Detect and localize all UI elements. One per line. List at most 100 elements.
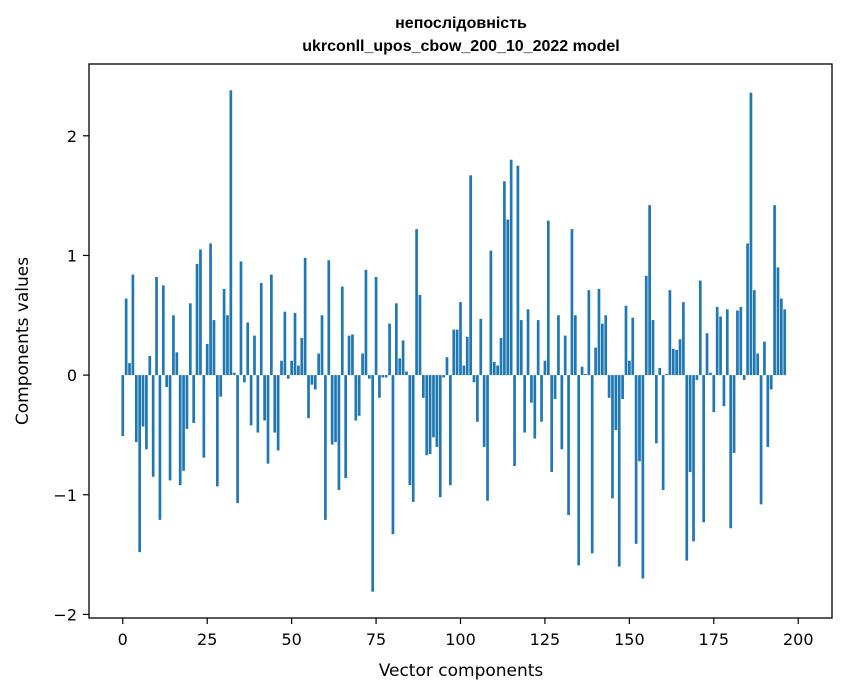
bar [232,372,236,376]
bar [611,375,614,499]
bar [445,357,449,376]
bar [134,375,138,443]
bar [405,371,408,376]
bar [313,375,317,390]
bar [259,282,263,376]
bar [469,175,472,376]
y-tick-label: −2 [53,605,77,624]
bar [327,260,331,376]
bar [519,320,523,376]
bar [553,375,557,400]
bar [293,312,297,376]
bar [526,309,530,376]
bar [205,343,209,376]
chart-subtitle: ukrconll_upos_cbow_200_10_2022 model [302,38,619,55]
bar [746,243,749,376]
bar [175,352,179,376]
bar [658,367,662,376]
bar [648,205,651,376]
bar [715,306,719,376]
bar [307,375,310,419]
bar [492,361,496,376]
bar [587,290,591,376]
bar [530,375,533,403]
bar [638,375,641,462]
bar [763,341,766,376]
x-axis-label: Vector components [379,661,544,681]
bar [138,375,142,553]
bar [199,249,202,376]
bar [732,375,736,453]
chart-title: непослідовність [395,15,527,32]
bar [533,375,537,439]
bar [212,320,216,376]
y-axis-ticks: −2 −1 0 1 2 [53,127,89,624]
bar [422,375,425,398]
bar [462,365,466,376]
bar [773,205,776,376]
bar [330,375,334,445]
bar [178,375,182,486]
bar [722,375,726,407]
bar [411,375,415,502]
bar [124,298,128,376]
bar [337,375,341,490]
bars-group [121,90,787,592]
x-tick-label: 150 [614,630,645,649]
bar [148,355,152,376]
x-tick-label: 200 [783,630,814,649]
bar [742,375,746,380]
bar [523,375,527,433]
bar [584,373,587,376]
bar [489,250,493,376]
bar [577,375,581,566]
bar [543,360,547,376]
bar [381,375,385,378]
bar [215,375,219,487]
bar [590,375,594,554]
bar [317,353,320,376]
bar [550,375,554,473]
bar [428,375,432,455]
bar [783,309,787,376]
bar [655,375,658,444]
bar [347,335,351,376]
bar [165,375,169,388]
y-axis-label: Components values [13,257,33,425]
bar [128,363,131,376]
bar [769,375,773,390]
bar [243,375,246,383]
bar [398,358,402,376]
bar [725,309,729,376]
bar [685,375,689,561]
bar [303,257,307,376]
bar [354,375,358,421]
bar [560,375,564,450]
bar [614,375,618,431]
bar [188,303,192,376]
bar [641,375,645,579]
bar [246,322,250,376]
bar [695,375,699,380]
bar [236,375,239,504]
bar [563,335,567,376]
bar [688,375,692,473]
bar [249,375,253,426]
bar [361,353,364,376]
bar [435,375,439,447]
bar [263,375,266,421]
bar [310,375,314,385]
bar [182,375,185,471]
bar [161,285,165,376]
bar [472,375,476,383]
bar [671,348,675,376]
bar [759,375,763,505]
x-tick-label: 100 [445,630,476,649]
bar [340,286,344,376]
bar [557,315,560,376]
y-tick-label: 0 [67,366,77,385]
bar [506,219,510,376]
x-tick-label: 50 [281,630,301,649]
bar [442,375,445,378]
